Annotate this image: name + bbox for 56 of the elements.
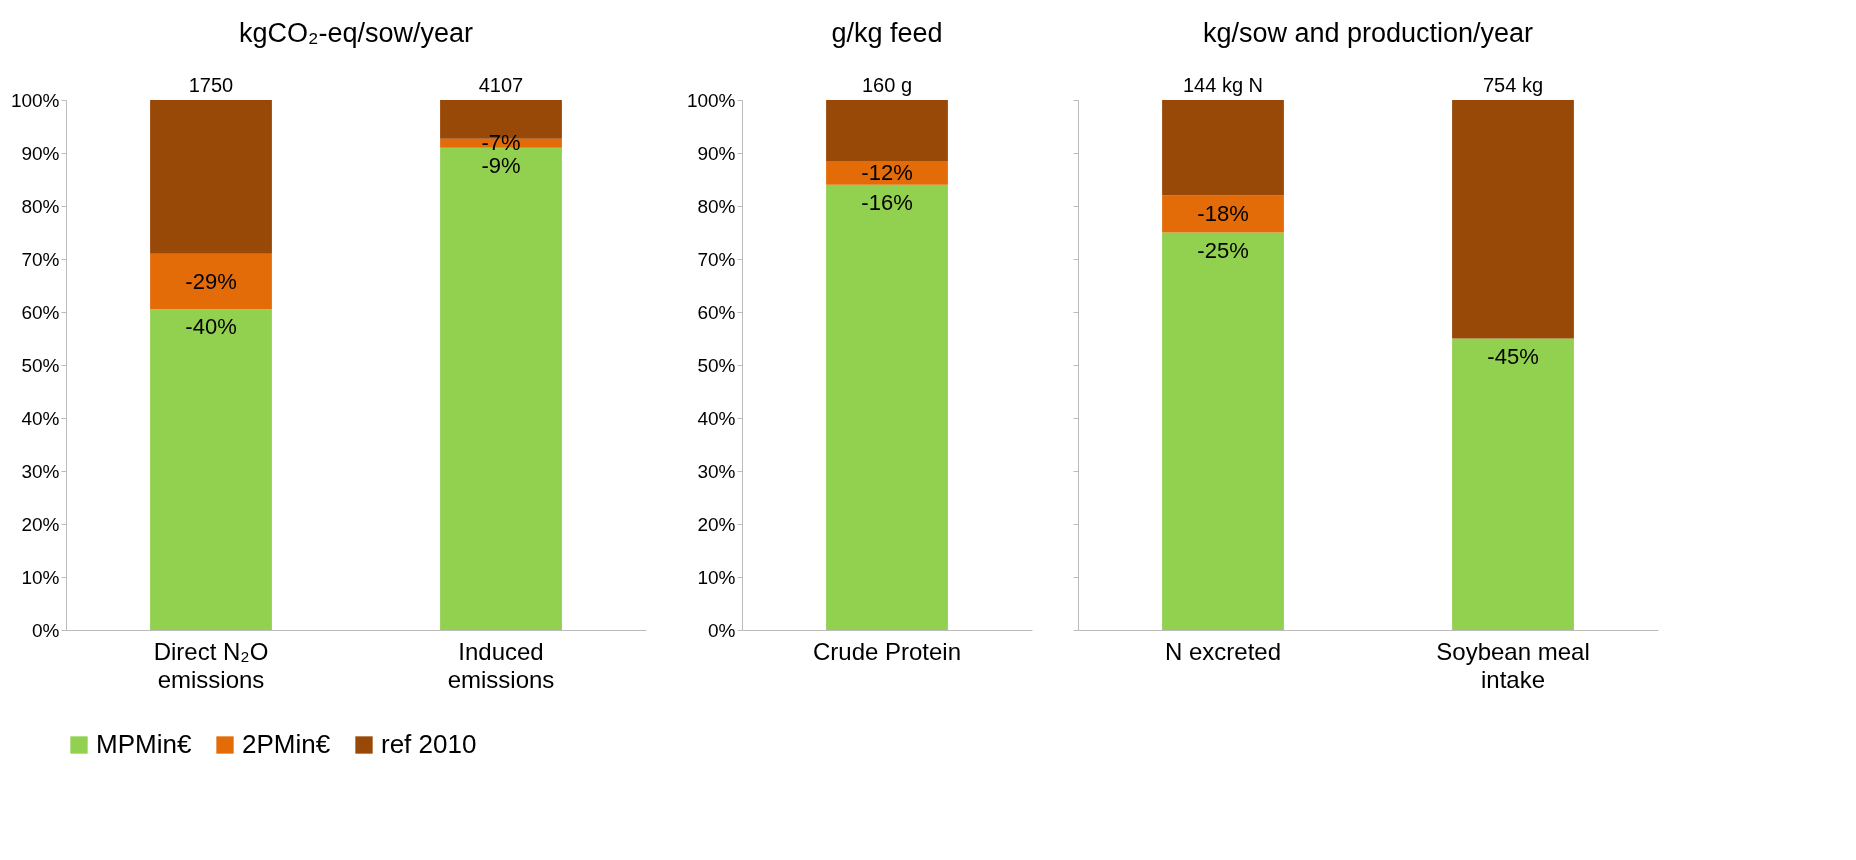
annotation: -45% [1487,343,1539,369]
y-tick-label: 60% [697,301,736,323]
y-tick-label: 50% [697,354,736,376]
chart-title: kg/sow and production/year [1202,18,1534,48]
bar [150,309,272,630]
y-tick-label: 40% [21,407,60,429]
x-tick-label: Crude Protein [812,637,962,665]
bar [150,100,272,254]
bar [1452,100,1574,339]
y-tick-label: 0% [32,619,60,641]
y-tick-label: 50% [21,354,60,376]
annotation: -16% [861,189,913,215]
x-tick-label: Soybean meal intake [1436,637,1590,693]
legend-label: 2PMin€ [242,729,331,759]
y-tick-label: 20% [21,513,60,535]
annotation: 160 g [861,74,913,96]
annotation: 1750 [188,74,234,96]
legend-label: ref 2010 [381,729,477,759]
y-tick-label: 20% [697,513,736,535]
y-tick-label: 100% [686,89,736,111]
chart-title: g/kg feed [831,18,943,48]
annotation: -29% [185,268,237,294]
y-tick-label: 40% [697,407,736,429]
y-tick-label: 90% [697,142,736,164]
x-tick-label: Direct N₂O emissions [153,637,269,693]
y-tick-label: 0% [708,619,736,641]
y-tick-label: 10% [21,566,60,588]
bar [1162,100,1284,196]
bar [826,100,948,161]
legend-label: MPMin€ [96,729,192,759]
annotation: -18% [1197,200,1249,226]
bar [1162,195,1284,233]
y-tick-label: 30% [697,460,736,482]
x-tick-label: N excreted [1164,637,1282,665]
y-tick-label: 70% [697,248,736,270]
annotation: 144 kg N [1182,74,1264,96]
y-tick-label: 60% [21,301,60,323]
chart-title: kgCO₂-eq/sow/year [238,18,474,48]
bar [1162,232,1284,630]
annotation: 754 kg [1482,74,1544,96]
y-tick-label: 10% [697,566,736,588]
bar [1452,338,1574,630]
annotation: 4107 [478,74,524,96]
y-tick-label: 90% [21,142,60,164]
bar [826,184,948,630]
bar [150,253,272,310]
y-tick-label: 80% [21,195,60,217]
bar [826,160,948,185]
annotation: -25% [1197,237,1249,263]
y-tick-label: 100% [10,89,60,111]
annotation: -12% [861,159,913,185]
y-tick-label: 70% [21,248,60,270]
x-tick-label: Induced emissions [447,637,555,693]
annotation: -40% [185,314,237,340]
y-tick-label: 80% [697,195,736,217]
y-tick-label: 30% [21,460,60,482]
